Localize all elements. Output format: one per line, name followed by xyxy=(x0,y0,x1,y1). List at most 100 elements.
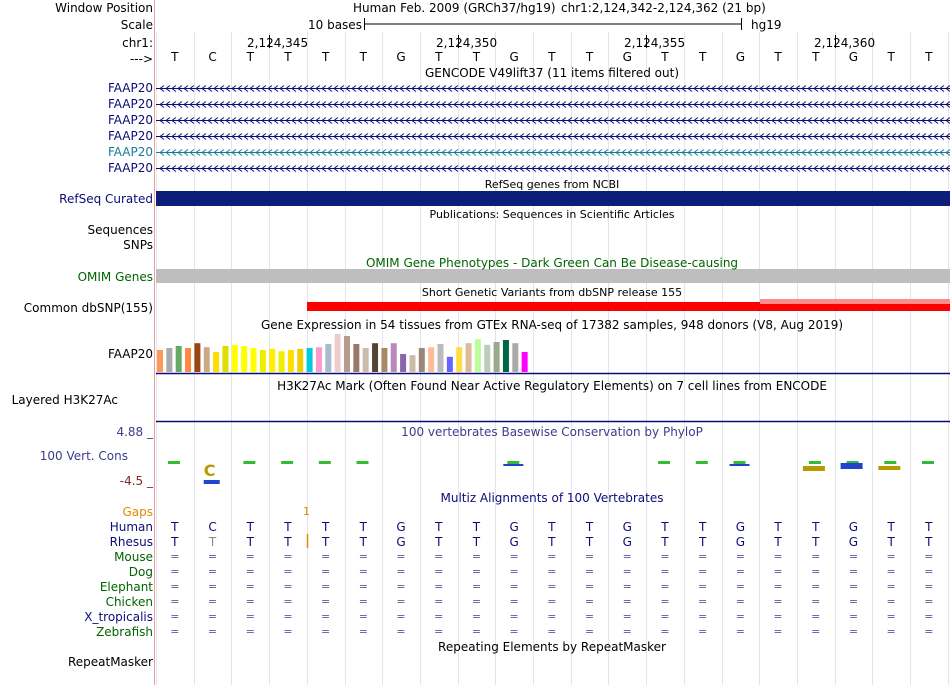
gtex-tissue-bar xyxy=(502,340,509,372)
repeatmasker-track-title[interactable]: Repeating Elements by RepeatMasker xyxy=(438,640,666,654)
aligned-match: = xyxy=(509,595,519,608)
aligned-match: = xyxy=(698,595,708,608)
gtex-tissue-bar xyxy=(372,343,379,372)
dbsnp-track-title[interactable]: Short Genetic Variants from dbSNP releas… xyxy=(421,286,683,299)
refseq-label[interactable]: RefSeq Curated xyxy=(59,192,153,206)
gencode-item-label[interactable]: FAAP20 xyxy=(107,81,153,95)
gencode-item-label[interactable]: FAAP20 xyxy=(107,129,153,143)
species-chicken[interactable]: Chicken xyxy=(105,595,153,609)
aligned-match: = xyxy=(321,550,331,563)
aligned-match: = xyxy=(773,580,783,593)
species-zebrafish[interactable]: Zebrafish xyxy=(96,625,153,639)
aligned-match: = xyxy=(471,610,482,623)
human-base: G xyxy=(735,520,745,534)
aligned-match: = xyxy=(434,595,444,608)
aligned-match: = xyxy=(660,610,670,623)
position-text: chr1:2,124,342-2,124,362 (21 bp) xyxy=(561,1,766,15)
repeatmasker-label[interactable]: RepeatMasker xyxy=(67,655,153,669)
gencode-item-label[interactable]: FAAP20 xyxy=(107,145,153,159)
species-x-tropicalis[interactable]: X_tropicalis xyxy=(84,610,153,624)
scale-db: hg19 xyxy=(751,18,782,32)
aligned-match: = xyxy=(283,580,293,593)
aligned-match: = xyxy=(924,625,934,638)
rhesus-base: T xyxy=(208,535,217,549)
cons-min-label: -4.5 _ xyxy=(119,474,153,488)
gtex-tissue-bar xyxy=(493,342,500,372)
aligned-match: = xyxy=(283,625,293,638)
h3k27ac-track-title[interactable]: H3K27Ac Mark (Often Found Near Active Re… xyxy=(277,379,827,393)
conservation-mark xyxy=(318,461,331,464)
human-base: T xyxy=(661,520,669,534)
publications-track-title[interactable]: Publications: Sequences in Scientific Ar… xyxy=(429,208,675,221)
h3k27ac-label[interactable]: Layered H3K27Ac xyxy=(11,393,118,407)
aligned-match: = xyxy=(773,595,783,608)
gtex-track-title[interactable]: Gene Expression in 54 tissues from GTEx … xyxy=(260,318,844,332)
aligned-match: = xyxy=(509,580,519,593)
species-elephant[interactable]: Elephant xyxy=(99,580,153,594)
aligned-match: = xyxy=(170,610,180,623)
gtex-tissue-bar xyxy=(437,344,444,372)
reference-base: T xyxy=(548,50,556,64)
gtex-tissue-bar xyxy=(512,343,519,372)
aligned-match: = xyxy=(509,550,519,563)
conservation-mark xyxy=(356,461,369,464)
sequences-label[interactable]: Sequences xyxy=(87,223,153,237)
gtex-label[interactable]: FAAP20 xyxy=(107,347,153,361)
strand-chevrons xyxy=(159,85,950,92)
species-mouse[interactable]: Mouse xyxy=(114,550,153,564)
aligned-match: = xyxy=(698,580,708,593)
conservation-mark xyxy=(878,466,901,470)
gencode-item-label[interactable]: FAAP20 xyxy=(107,113,153,127)
rhesus-base: T xyxy=(887,535,895,549)
rhesus-base: T xyxy=(661,535,669,549)
aligned-match: = xyxy=(321,595,331,608)
strand-chevrons xyxy=(159,149,950,156)
aligned-match: = xyxy=(848,580,859,593)
aligned-match: = xyxy=(396,595,406,608)
gtex-tissue-bar xyxy=(325,344,332,372)
reference-base: T xyxy=(246,50,254,64)
aligned-match: = xyxy=(622,565,632,578)
multiz-track-title[interactable]: Multiz Alignments of 100 Vertebrates xyxy=(440,491,664,505)
cons-max-label: 4.88 _ xyxy=(116,425,153,439)
rhesus-base: T xyxy=(435,535,443,549)
gtex-tissue-bar xyxy=(269,348,276,372)
gencode-track-title[interactable]: GENCODE V49lift37 (11 items filtered out… xyxy=(424,66,680,80)
conservation-mark xyxy=(503,464,524,466)
species-human[interactable]: Human xyxy=(109,520,153,534)
rhesus-base: T xyxy=(925,535,933,549)
aligned-match: = xyxy=(924,595,934,608)
tick-label: 2,124,355 xyxy=(624,36,686,50)
rhesus-base: G xyxy=(622,535,632,549)
omim-label[interactable]: OMIM Genes xyxy=(77,270,153,284)
aligned-match: = xyxy=(622,550,632,563)
tick-label: 2,124,360 xyxy=(814,36,876,50)
aligned-match: = xyxy=(321,625,331,638)
gencode-item-label[interactable]: FAAP20 xyxy=(107,161,153,175)
aligned-match: = xyxy=(207,610,218,623)
aligned-match: = xyxy=(584,595,595,608)
scale-label: Scale xyxy=(120,18,153,32)
aligned-match: = xyxy=(698,565,708,578)
species-dog[interactable]: Dog xyxy=(128,565,153,579)
aligned-match: = xyxy=(660,625,670,638)
cons-label[interactable]: 100 Vert. Cons xyxy=(39,449,128,463)
aligned-match: = xyxy=(811,610,821,623)
conservation-mark xyxy=(729,464,750,466)
refseq-track-title[interactable]: RefSeq genes from NCBI xyxy=(484,178,620,191)
human-base: G xyxy=(396,520,406,534)
omim-track-title[interactable]: OMIM Gene Phenotypes - Dark Green Can Be… xyxy=(365,256,739,270)
gtex-tissue-bar xyxy=(203,347,210,372)
aligned-match: = xyxy=(396,565,406,578)
aligned-match: = xyxy=(170,580,180,593)
aligned-match: = xyxy=(735,625,745,638)
snps-label[interactable]: SNPs xyxy=(123,238,153,252)
aligned-match: = xyxy=(584,625,595,638)
aligned-match: = xyxy=(924,610,934,623)
aligned-match: = xyxy=(886,625,896,638)
cons-track-title[interactable]: 100 vertebrates Basewise Conservation by… xyxy=(401,425,703,439)
dbsnp-label[interactable]: Common dbSNP(155) xyxy=(23,301,153,315)
human-base: G xyxy=(848,520,859,534)
species-rhesus[interactable]: Rhesus xyxy=(109,535,153,549)
gencode-item-label[interactable]: FAAP20 xyxy=(107,97,153,111)
